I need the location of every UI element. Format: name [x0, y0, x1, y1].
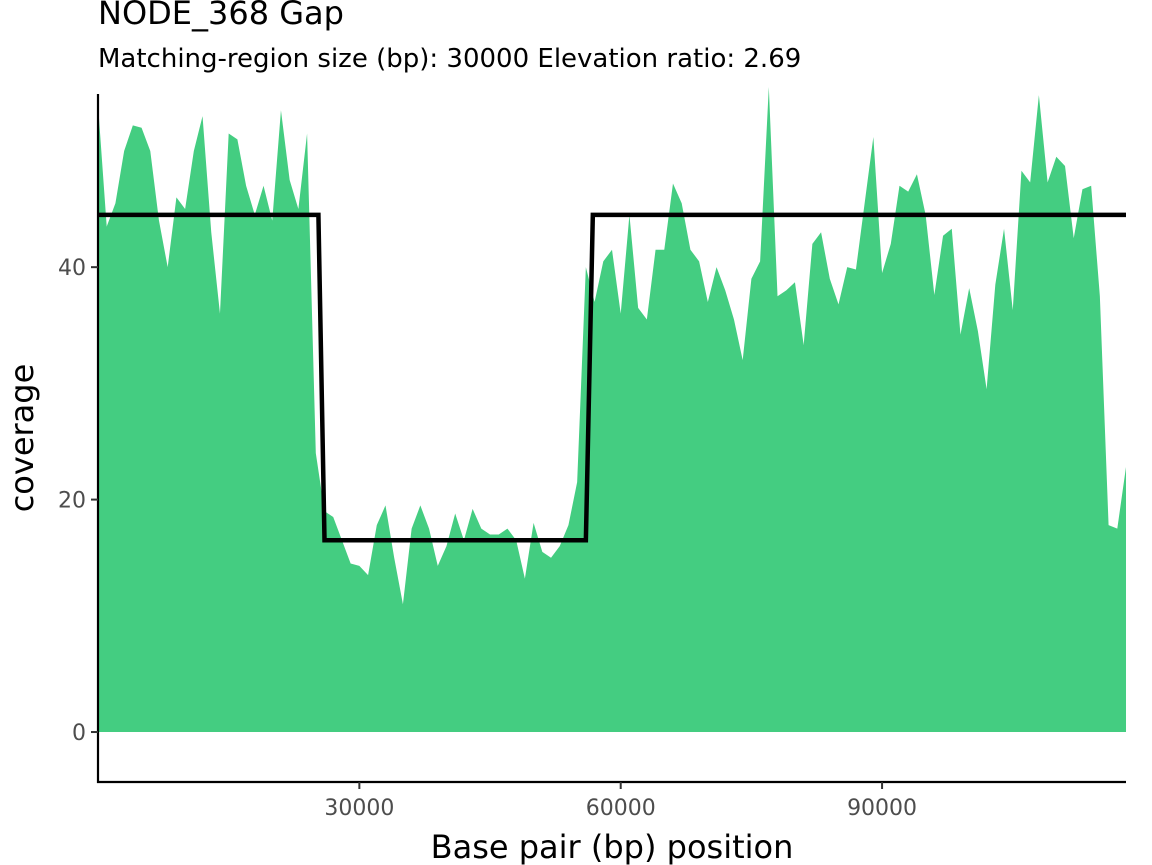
y-tick-label: 0 [72, 721, 86, 746]
x-axis-title: Base pair (bp) position [431, 828, 794, 865]
x-tick-label: 60000 [586, 796, 656, 821]
y-tick-label: 40 [58, 256, 86, 281]
chart-subtitle: Matching-region size (bp): 30000 Elevati… [98, 44, 802, 74]
y-axis-title: coverage [3, 364, 41, 513]
y-tick-label: 20 [58, 489, 86, 514]
x-tick-label: 90000 [847, 796, 917, 821]
chart-title: NODE_368 Gap [98, 0, 344, 32]
coverage-area [98, 87, 1126, 733]
x-tick-label: 30000 [324, 796, 394, 821]
elevation-step-line [98, 212, 1126, 543]
